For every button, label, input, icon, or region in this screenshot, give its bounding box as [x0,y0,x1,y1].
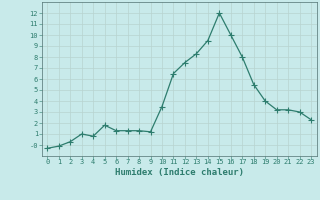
X-axis label: Humidex (Indice chaleur): Humidex (Indice chaleur) [115,168,244,177]
